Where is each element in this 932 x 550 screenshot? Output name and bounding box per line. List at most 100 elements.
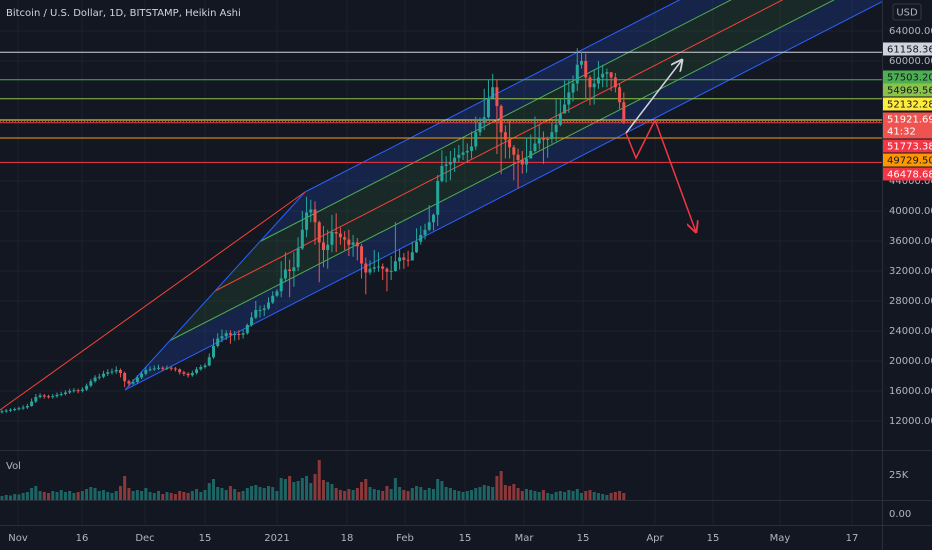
- volume-bar: [207, 483, 211, 500]
- candle-body: [212, 345, 215, 358]
- arrows: [625, 60, 696, 232]
- volume-bar: [613, 492, 617, 500]
- candle-body: [85, 385, 89, 390]
- candle-body: [372, 267, 376, 269]
- volume-bar: [588, 490, 592, 500]
- candle-body: [97, 376, 101, 378]
- candle-body: [423, 229, 427, 235]
- candle-body: [34, 396, 38, 402]
- volume-bar: [59, 490, 63, 500]
- volume-bar: [575, 489, 579, 500]
- candle-body: [76, 390, 80, 392]
- volume-bar: [305, 476, 309, 500]
- last-price-bg: [883, 112, 932, 139]
- candle-body: [588, 77, 592, 88]
- candle-body: [42, 395, 46, 397]
- candle-body: [47, 396, 51, 398]
- level-label-bg: [883, 70, 932, 84]
- volume-bar: [520, 491, 524, 500]
- level-label: 46478.68: [887, 170, 932, 181]
- volume-bar: [212, 479, 215, 500]
- volume-bar: [140, 491, 144, 500]
- volume-bar: [279, 478, 283, 500]
- volume-bar: [165, 492, 169, 500]
- x-tick-label: 17: [846, 533, 859, 544]
- volume-bar: [529, 490, 533, 500]
- volume-bar: [360, 482, 364, 500]
- lower-pane-tick-label: 0.00: [889, 509, 911, 520]
- candle-body: [300, 229, 304, 249]
- bear-arrow: [625, 118, 696, 232]
- volume-bar: [254, 485, 258, 500]
- volume-bar: [478, 487, 482, 500]
- level-label: 57503.20: [887, 73, 932, 84]
- currency-button[interactable]: [892, 3, 922, 21]
- volume-bar: [567, 490, 571, 500]
- candle-body: [110, 371, 114, 373]
- volume-bar: [486, 486, 490, 500]
- volume-bar: [550, 494, 554, 500]
- levels: [0, 51, 882, 163]
- volume-bar: [169, 493, 173, 500]
- candle-body: [470, 146, 474, 151]
- candle-body: [385, 268, 389, 272]
- volume-bar: [474, 488, 478, 500]
- volume-bar: [495, 476, 499, 500]
- channel-line: [304, 0, 681, 193]
- volume-bar: [503, 485, 507, 500]
- volume-bar: [571, 491, 575, 500]
- volume-bar: [55, 492, 59, 500]
- volume-bar: [343, 491, 347, 500]
- x-tick-label: 18: [341, 533, 354, 544]
- channel-line: [169, 0, 835, 341]
- candles: [0, 48, 626, 414]
- volume-bar: [541, 490, 545, 500]
- candle-body: [444, 164, 448, 166]
- volume-bar: [8, 495, 12, 500]
- candle-body: [571, 83, 575, 93]
- candle-body: [368, 268, 372, 273]
- candle-body: [288, 269, 292, 271]
- candle-body: [114, 369, 118, 372]
- candle-body: [203, 365, 207, 367]
- candle-body: [21, 407, 25, 409]
- currency[interactable]: USD: [896, 8, 918, 19]
- volume-bar: [224, 490, 228, 500]
- candle-body: [89, 381, 93, 386]
- volume-bar: [440, 481, 444, 500]
- candle-body: [161, 367, 165, 369]
- grid: [0, 0, 882, 525]
- candle-body: [605, 72, 609, 74]
- volume-bar: [376, 490, 380, 500]
- candle-body: [622, 102, 626, 122]
- volume-bar: [127, 488, 131, 500]
- candle-body: [398, 257, 402, 262]
- candle-body: [207, 357, 211, 366]
- volume-bar: [262, 488, 266, 500]
- volume-bar: [512, 484, 516, 500]
- volume-bar: [38, 491, 42, 500]
- volume-bar: [406, 491, 410, 500]
- x-tick-label: Apr: [646, 533, 664, 544]
- volume-bar: [161, 494, 165, 500]
- volume-bar: [326, 482, 330, 500]
- candle-body: [0, 411, 4, 413]
- volume-bar: [25, 492, 29, 500]
- volume-bar: [4, 495, 8, 500]
- volume-bar: [525, 489, 529, 500]
- candle-body: [558, 113, 562, 125]
- candle-body: [427, 222, 431, 230]
- candle-body: [482, 117, 486, 123]
- candle-body: [275, 291, 279, 296]
- candle-body: [601, 73, 605, 78]
- candle-body: [148, 369, 152, 371]
- volume-bar: [68, 491, 72, 500]
- candle-body: [283, 269, 287, 279]
- volume-bar: [385, 486, 389, 500]
- volume-bar: [275, 491, 279, 500]
- x-tick-label: 16: [76, 533, 89, 544]
- candle-body: [224, 333, 228, 337]
- volume-bar: [465, 491, 469, 500]
- volume-bar: [250, 486, 254, 500]
- candle-body: [495, 87, 499, 106]
